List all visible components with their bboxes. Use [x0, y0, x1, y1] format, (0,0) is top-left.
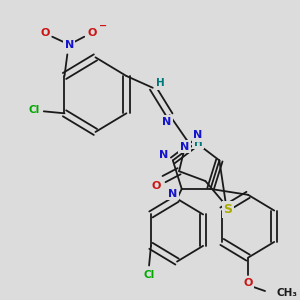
Text: Cl: Cl [29, 105, 40, 116]
Text: CH₃: CH₃ [276, 288, 297, 298]
Text: N: N [180, 142, 189, 152]
Text: O: O [152, 181, 161, 191]
Text: H: H [194, 138, 202, 148]
Text: O: O [87, 28, 97, 38]
Text: N: N [168, 189, 177, 199]
Text: N: N [162, 117, 172, 127]
Text: N: N [64, 40, 74, 50]
Text: N: N [194, 130, 202, 140]
Text: N: N [159, 151, 168, 160]
Text: O: O [40, 28, 50, 38]
Text: O: O [243, 278, 253, 288]
Text: S: S [224, 203, 232, 216]
Text: −: − [99, 21, 107, 31]
Text: Cl: Cl [143, 270, 155, 280]
Text: H: H [156, 78, 165, 88]
